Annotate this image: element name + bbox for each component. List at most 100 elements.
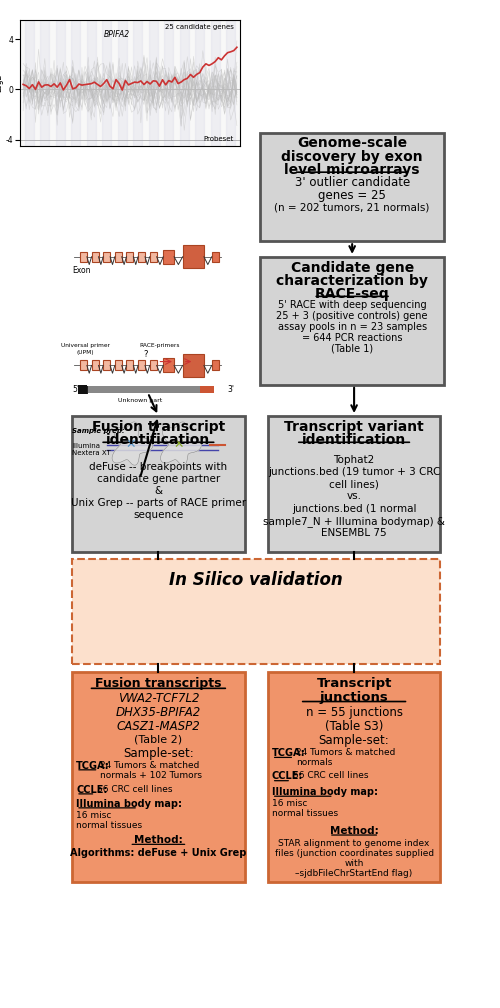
Text: Illumina
Nextera XT: Illumina Nextera XT — [72, 444, 111, 456]
Bar — [163, 359, 174, 372]
Text: (Table S3): (Table S3) — [325, 720, 384, 733]
Bar — [24, 20, 34, 146]
Bar — [150, 252, 156, 262]
Bar — [78, 385, 86, 394]
Bar — [268, 416, 440, 551]
Bar — [226, 20, 235, 146]
Text: In Silico validation: In Silico validation — [170, 572, 343, 589]
Bar — [182, 245, 204, 268]
Text: Sample prep:: Sample prep: — [72, 427, 125, 433]
Bar — [56, 20, 65, 146]
Bar — [40, 20, 50, 146]
Text: TCGA:: TCGA: — [272, 748, 306, 758]
Bar — [138, 361, 145, 371]
Bar — [92, 252, 98, 262]
Text: discovery by exon: discovery by exon — [282, 149, 423, 163]
Text: Genome-scale: Genome-scale — [297, 136, 407, 150]
Bar — [86, 20, 96, 146]
Text: normal tissues: normal tissues — [76, 822, 142, 830]
Text: level microarrays: level microarrays — [284, 163, 420, 176]
Bar — [260, 257, 444, 385]
Text: 5' RACE with deep sequencing: 5' RACE with deep sequencing — [278, 300, 426, 310]
Bar — [148, 20, 158, 146]
Text: junctions: junctions — [320, 690, 388, 704]
Bar — [150, 361, 156, 371]
Y-axis label: Log2: Log2 — [0, 74, 4, 93]
Text: (Table 1): (Table 1) — [331, 344, 373, 354]
Bar — [260, 133, 444, 241]
Text: cell lines): cell lines) — [329, 480, 379, 490]
Bar — [72, 559, 440, 664]
Text: Sample-set:: Sample-set: — [123, 747, 194, 760]
Text: junctions.bed (19 tumor + 3 CRC: junctions.bed (19 tumor + 3 CRC — [268, 467, 440, 477]
Text: 25 candidate genes: 25 candidate genes — [164, 24, 234, 30]
Text: 24 Tumors & matched: 24 Tumors & matched — [296, 748, 395, 757]
Text: VWA2-TCF7L2: VWA2-TCF7L2 — [118, 692, 199, 706]
Bar — [80, 361, 87, 371]
Text: BPIFA2: BPIFA2 — [104, 29, 130, 38]
Text: Algorithms: deFuse + Unix Grep: Algorithms: deFuse + Unix Grep — [70, 848, 246, 858]
Bar — [180, 20, 189, 146]
Text: –sjdbFileChrStartEnd flag): –sjdbFileChrStartEnd flag) — [296, 869, 412, 878]
Text: identification: identification — [106, 433, 210, 447]
Text: 16 misc: 16 misc — [272, 799, 307, 808]
Text: Illumina body map:: Illumina body map: — [272, 787, 378, 797]
Text: 24 Tumors & matched: 24 Tumors & matched — [100, 760, 200, 769]
Text: junctions.bed (1 normal: junctions.bed (1 normal — [292, 504, 416, 514]
Text: ✕: ✕ — [174, 438, 184, 452]
Bar — [102, 20, 112, 146]
Bar — [212, 361, 218, 371]
Text: Fusion transcripts: Fusion transcripts — [95, 676, 222, 689]
Bar — [126, 252, 134, 262]
Text: 16 misc: 16 misc — [76, 811, 112, 820]
Text: characterization by: characterization by — [276, 274, 428, 288]
Text: Fusion transcript: Fusion transcript — [92, 419, 225, 433]
Bar — [80, 252, 87, 262]
Text: Transcript: Transcript — [316, 676, 392, 689]
Bar — [133, 20, 142, 146]
Bar — [78, 386, 214, 393]
Bar — [182, 354, 204, 377]
Text: normals + 102 Tumors: normals + 102 Tumors — [100, 770, 202, 779]
Text: RACE-primers: RACE-primers — [139, 344, 179, 349]
Text: candidate gene partner: candidate gene partner — [97, 474, 220, 484]
Text: deFuse -- breakpoints with: deFuse -- breakpoints with — [90, 463, 228, 473]
Text: vs.: vs. — [346, 491, 362, 501]
Text: 3': 3' — [227, 385, 234, 394]
Text: normals: normals — [296, 758, 332, 767]
Bar — [103, 361, 110, 371]
Text: CCLE:: CCLE: — [272, 771, 303, 781]
Text: Universal primer: Universal primer — [61, 344, 110, 349]
Text: 56 CRC cell lines: 56 CRC cell lines — [292, 771, 368, 780]
Text: Exon: Exon — [72, 266, 90, 275]
Bar — [200, 386, 213, 393]
Text: files (junction coordinates supplied: files (junction coordinates supplied — [274, 849, 434, 858]
Text: Method:: Method: — [134, 835, 183, 845]
Text: 5': 5' — [72, 385, 79, 394]
Bar — [78, 386, 88, 394]
Text: ENSEMBL 75: ENSEMBL 75 — [322, 528, 387, 538]
Text: normal tissues: normal tissues — [272, 809, 338, 818]
Text: (UPM): (UPM) — [77, 350, 94, 355]
Text: (n = 202 tumors, 21 normals): (n = 202 tumors, 21 normals) — [274, 203, 430, 213]
Bar — [92, 361, 98, 371]
Bar — [195, 20, 204, 146]
Text: sequence: sequence — [134, 510, 184, 520]
Bar — [118, 20, 127, 146]
Text: sample7_N + Illumina bodymap) &: sample7_N + Illumina bodymap) & — [263, 516, 445, 527]
Text: DHX35-BPIFA2: DHX35-BPIFA2 — [116, 707, 201, 719]
Bar — [163, 250, 174, 264]
Text: assay pools in n = 23 samples: assay pools in n = 23 samples — [278, 322, 426, 332]
Polygon shape — [112, 422, 153, 466]
Text: Unknown part: Unknown part — [118, 398, 162, 403]
Text: &: & — [154, 486, 162, 496]
Text: Probeset: Probeset — [203, 136, 234, 142]
Bar — [138, 252, 145, 262]
Text: RACE-seq: RACE-seq — [315, 287, 390, 301]
Text: ?: ? — [144, 350, 148, 359]
Bar — [115, 252, 122, 262]
Bar — [72, 672, 244, 882]
Text: = 644 PCR reactions: = 644 PCR reactions — [302, 333, 402, 343]
Polygon shape — [160, 422, 202, 466]
Text: CCLE:: CCLE: — [76, 784, 108, 794]
